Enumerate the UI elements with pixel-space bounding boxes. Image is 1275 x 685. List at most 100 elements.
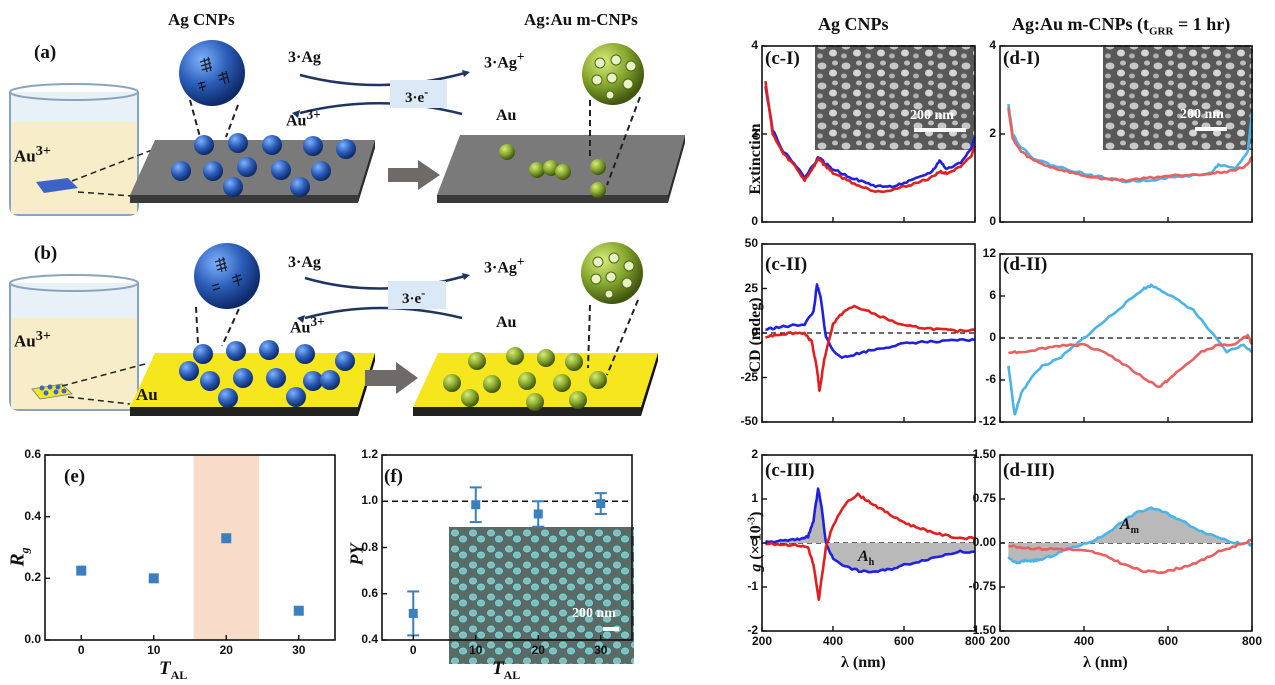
ytick-label-cII-2: 0: [751, 325, 758, 339]
xtick-label-cIII-2: 600: [893, 634, 915, 648]
ytick-label-dII-1: 6: [989, 288, 996, 302]
ytick-label-dIII-3: -0.75: [968, 579, 996, 593]
xtick-label-f-0: 0: [409, 643, 417, 657]
ytick-label-f-2: 0.8: [361, 539, 378, 554]
ytick-label-e-2: 0.4: [24, 508, 41, 523]
ag-spheres-a: [171, 133, 356, 197]
data-point-f-0: [408, 608, 418, 618]
sem-inset-f: [449, 527, 634, 664]
shaded-area-cIII: [765, 488, 975, 573]
ytick-label-cI-2: 4: [751, 38, 758, 52]
panel-label-a: (a): [34, 42, 57, 63]
series-line-dII-0: [1007, 283, 1253, 416]
electrons-b: 3·e-: [402, 286, 426, 307]
series-line-cI-1: [764, 80, 977, 194]
au3plus-b: Au3+: [290, 314, 325, 337]
ylabel-extinction: Extinction: [747, 123, 764, 195]
series-line-cII-0: [765, 283, 976, 359]
xtick-label-f-3: 30: [594, 643, 608, 657]
xtick-label-e-3: 30: [292, 643, 306, 657]
panel-label-cI: (c-I): [765, 48, 800, 69]
panel-label-cII: (c-II): [765, 254, 808, 275]
electrons-a: 3·e-: [405, 85, 429, 106]
scale-label-dI: 200 nm: [1180, 107, 1224, 122]
ag-cnp-large-b: [194, 243, 260, 309]
electron-box-b: [388, 281, 446, 309]
xtick-label-cIII-1: 400: [822, 634, 844, 648]
series-line-dI-1: [1007, 107, 1254, 183]
ytick-label-cI-0: 0: [751, 214, 758, 228]
ytick-label-cII-3: -25: [740, 369, 758, 384]
plot-frame-cI: [761, 45, 976, 223]
product-b: 3·Ag+: [484, 254, 525, 277]
data-point-f-1: [471, 500, 481, 510]
series-line-dIII-1: [1008, 538, 1253, 575]
ytick-label-dII-0: 12: [982, 246, 996, 260]
ytick-label-e-0: 0.0: [24, 632, 41, 646]
ytick-label-dI-0: 0: [989, 214, 996, 228]
data-point-f-3: [596, 499, 606, 509]
ytick-label-f-3: 1.0: [361, 493, 378, 508]
substrate-au-label: Au: [136, 385, 158, 404]
ytick-label-dI-2: 4: [989, 38, 996, 52]
panel-label-cIII: (c-III): [765, 460, 815, 481]
ag-spheres-b: [179, 340, 355, 408]
ytick-label-cII-0: 50: [744, 236, 758, 250]
header-c: Ag CNPs: [818, 14, 889, 34]
header-m-cnps: Ag:Au m-CNPs: [524, 10, 638, 29]
beaker-label-a: Au3+: [14, 143, 51, 166]
beaker-a: [9, 83, 139, 216]
ytick-label-dIII-4: -1.50: [968, 623, 996, 637]
panel-label-dI: (d-I): [1003, 48, 1040, 69]
ytick-label-cIII-4: -2: [747, 623, 758, 637]
scale-label-f: 200 nm: [572, 606, 616, 621]
panel-label-dIII: (d-III): [1003, 460, 1055, 481]
ytick-label-e-3: 0.6: [24, 447, 41, 461]
series-line-cIII-0: [765, 487, 976, 574]
panel-label-f: (f): [384, 466, 403, 487]
area-label-Am: Am: [1120, 516, 1140, 537]
data-point-f-2: [533, 509, 543, 519]
reactant-a: 3·Ag: [288, 49, 321, 66]
scheme-a: [9, 40, 685, 216]
ag-cnp-large-a: [179, 40, 245, 106]
plot-frame-dI: [999, 45, 1253, 223]
au3plus-a: Au3+: [286, 107, 321, 130]
series-line-dII-1: [1008, 333, 1254, 388]
ytick-label-cIII-2: 0: [751, 535, 758, 549]
xtick-label-dIII-3: 800: [1241, 634, 1263, 648]
ytick-label-dII-3: -6: [985, 372, 996, 386]
ytick-label-dIII-2: 0.00: [972, 535, 996, 549]
xtick-label-dIII-1: 400: [1073, 634, 1095, 648]
xtick-label-cIII-3: 800: [964, 634, 986, 648]
xlabel-tal-f: TAL: [492, 658, 521, 682]
shaded-area-dIII: [1008, 507, 1252, 564]
ytick-label-cI-1: 2: [751, 126, 758, 140]
xtick-label-cIII-0: 200: [751, 634, 773, 648]
m-cnps-a: [499, 144, 606, 198]
ytick-label-cIII-1: 1: [751, 491, 758, 505]
xtick-label-e-2: 20: [219, 643, 233, 657]
sem-inset-dI: [1103, 45, 1253, 150]
sem-inset-cI: [815, 45, 975, 150]
reaction-arrow-a: [388, 160, 440, 190]
beaker-label-b: Au3+: [14, 328, 51, 351]
ytick-label-dIII-1: 0.75: [972, 491, 996, 505]
xlabel-lambda-d: λ (nm): [1083, 654, 1128, 671]
highlight-band-e: [193, 455, 259, 640]
reaction-arrow-b: [365, 362, 418, 394]
data-point-e-1: [148, 573, 159, 584]
product-a: 3·Ag+: [484, 49, 525, 72]
xlabel-tal-e: TAL: [159, 658, 188, 682]
xtick-label-dIII-0: 200: [989, 634, 1011, 648]
ytick-label-dIII-0: 1.50: [972, 447, 996, 461]
data-point-e-3: [293, 605, 304, 616]
xtick-label-dIII-2: 600: [1157, 634, 1179, 648]
panel-label-dII: (d-II): [1003, 254, 1048, 275]
ytick-label-cIII-3: -1: [747, 579, 758, 593]
au-b: Au: [496, 314, 517, 331]
scale-label-cI: 200 nm: [910, 108, 954, 123]
series-line-cII-1: [765, 304, 976, 392]
